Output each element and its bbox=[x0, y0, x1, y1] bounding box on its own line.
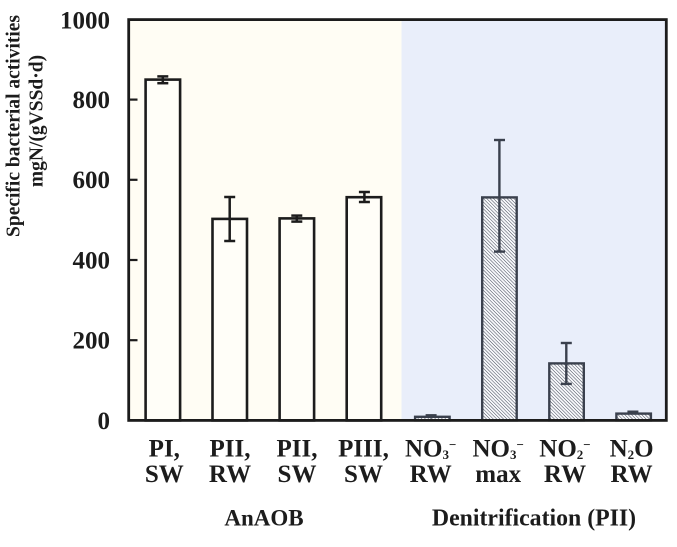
svg-text:RW: RW bbox=[544, 461, 586, 488]
svg-text:NO3−: NO3− bbox=[405, 436, 456, 463]
svg-text:PII,: PII, bbox=[277, 436, 318, 463]
svg-text:NO3−: NO3− bbox=[472, 436, 523, 463]
svg-text:0: 0 bbox=[98, 408, 111, 435]
svg-text:mgN/(gVSSd·d): mgN/(gVSSd·d) bbox=[27, 55, 48, 187]
svg-text:Specific bacterial activities: Specific bacterial activities bbox=[4, 15, 25, 237]
svg-text:PIII,: PIII, bbox=[338, 436, 389, 463]
svg-text:RW: RW bbox=[611, 461, 653, 488]
svg-text:600: 600 bbox=[73, 167, 111, 194]
svg-text:Denitrification (PII): Denitrification (PII) bbox=[432, 505, 636, 531]
svg-text:PII,: PII, bbox=[210, 436, 251, 463]
svg-text:200: 200 bbox=[73, 328, 111, 355]
svg-text:SW: SW bbox=[278, 461, 317, 488]
svg-text:PI,: PI, bbox=[149, 436, 180, 463]
svg-text:NO2−: NO2− bbox=[539, 436, 590, 463]
svg-text:N2O: N2O bbox=[610, 436, 654, 463]
svg-text:SW: SW bbox=[344, 461, 383, 488]
svg-text:max: max bbox=[475, 461, 521, 488]
svg-text:AnAOB: AnAOB bbox=[224, 505, 303, 530]
svg-text:800: 800 bbox=[73, 87, 111, 114]
svg-text:SW: SW bbox=[145, 461, 184, 488]
svg-text:1000: 1000 bbox=[60, 8, 110, 35]
svg-text:RW: RW bbox=[410, 461, 452, 488]
svg-text:RW: RW bbox=[209, 461, 251, 488]
svg-text:400: 400 bbox=[73, 247, 111, 274]
